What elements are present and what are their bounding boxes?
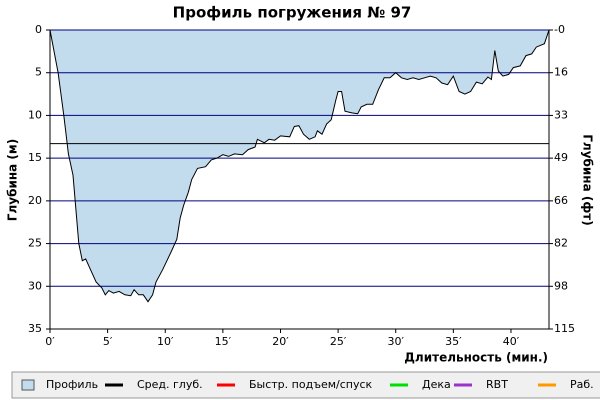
chart-title: Профиль погружения № 97 — [173, 4, 412, 22]
legend-label: RBT — [486, 378, 508, 391]
y-tick-label: 20 — [28, 194, 42, 207]
legend-swatch — [21, 379, 35, 391]
y2-tick-label: 33 — [554, 108, 568, 121]
x-tick-label: 0′ — [45, 335, 55, 348]
y2-tick-label: 16 — [554, 66, 568, 79]
y-tick-label: 15 — [28, 151, 42, 164]
profile-line — [49, 29, 550, 303]
x-tick-label: 5′ — [103, 335, 113, 348]
x-tick-label: 40′ — [503, 335, 520, 348]
x-tick-label: 25′ — [330, 335, 347, 348]
y2-tick-label: 115 — [554, 322, 575, 335]
y-tick-label: 35 — [28, 322, 42, 335]
y-tick-label: 25 — [28, 237, 42, 250]
legend-label: Дека — [422, 378, 451, 391]
x-tick-label: 10′ — [157, 335, 174, 348]
y2-tick-label: 82 — [554, 237, 568, 250]
y2-tick-label: 49 — [554, 151, 568, 164]
y-axis-label: Глубина (м) — [6, 139, 20, 221]
legend-label: Быстр. подъем/спуск — [249, 378, 373, 391]
x-tick-label: 20′ — [272, 335, 289, 348]
x-axis-label: Длительность (мин.) — [404, 351, 548, 365]
y2-tick-label: 66 — [554, 194, 568, 207]
x-tick-label: 30′ — [387, 335, 404, 348]
y-tick-label: 5 — [35, 66, 42, 79]
x-tick-label: 15′ — [215, 335, 232, 348]
x-tick-label: 35′ — [445, 335, 462, 348]
legend-label: Профиль — [46, 378, 98, 391]
y2-tick-label: -0 — [554, 23, 565, 36]
y-tick-label: 0 — [35, 23, 42, 36]
legend-label: Сред. глуб. — [137, 378, 203, 391]
profile-area — [50, 30, 549, 302]
legend-label: Раб. — [570, 378, 594, 391]
y2-axis-label: Глубина (фт) — [581, 134, 595, 225]
y-tick-label: 10 — [28, 108, 42, 121]
y-tick-label: 30 — [28, 279, 42, 292]
y2-tick-label: 98 — [554, 279, 568, 292]
